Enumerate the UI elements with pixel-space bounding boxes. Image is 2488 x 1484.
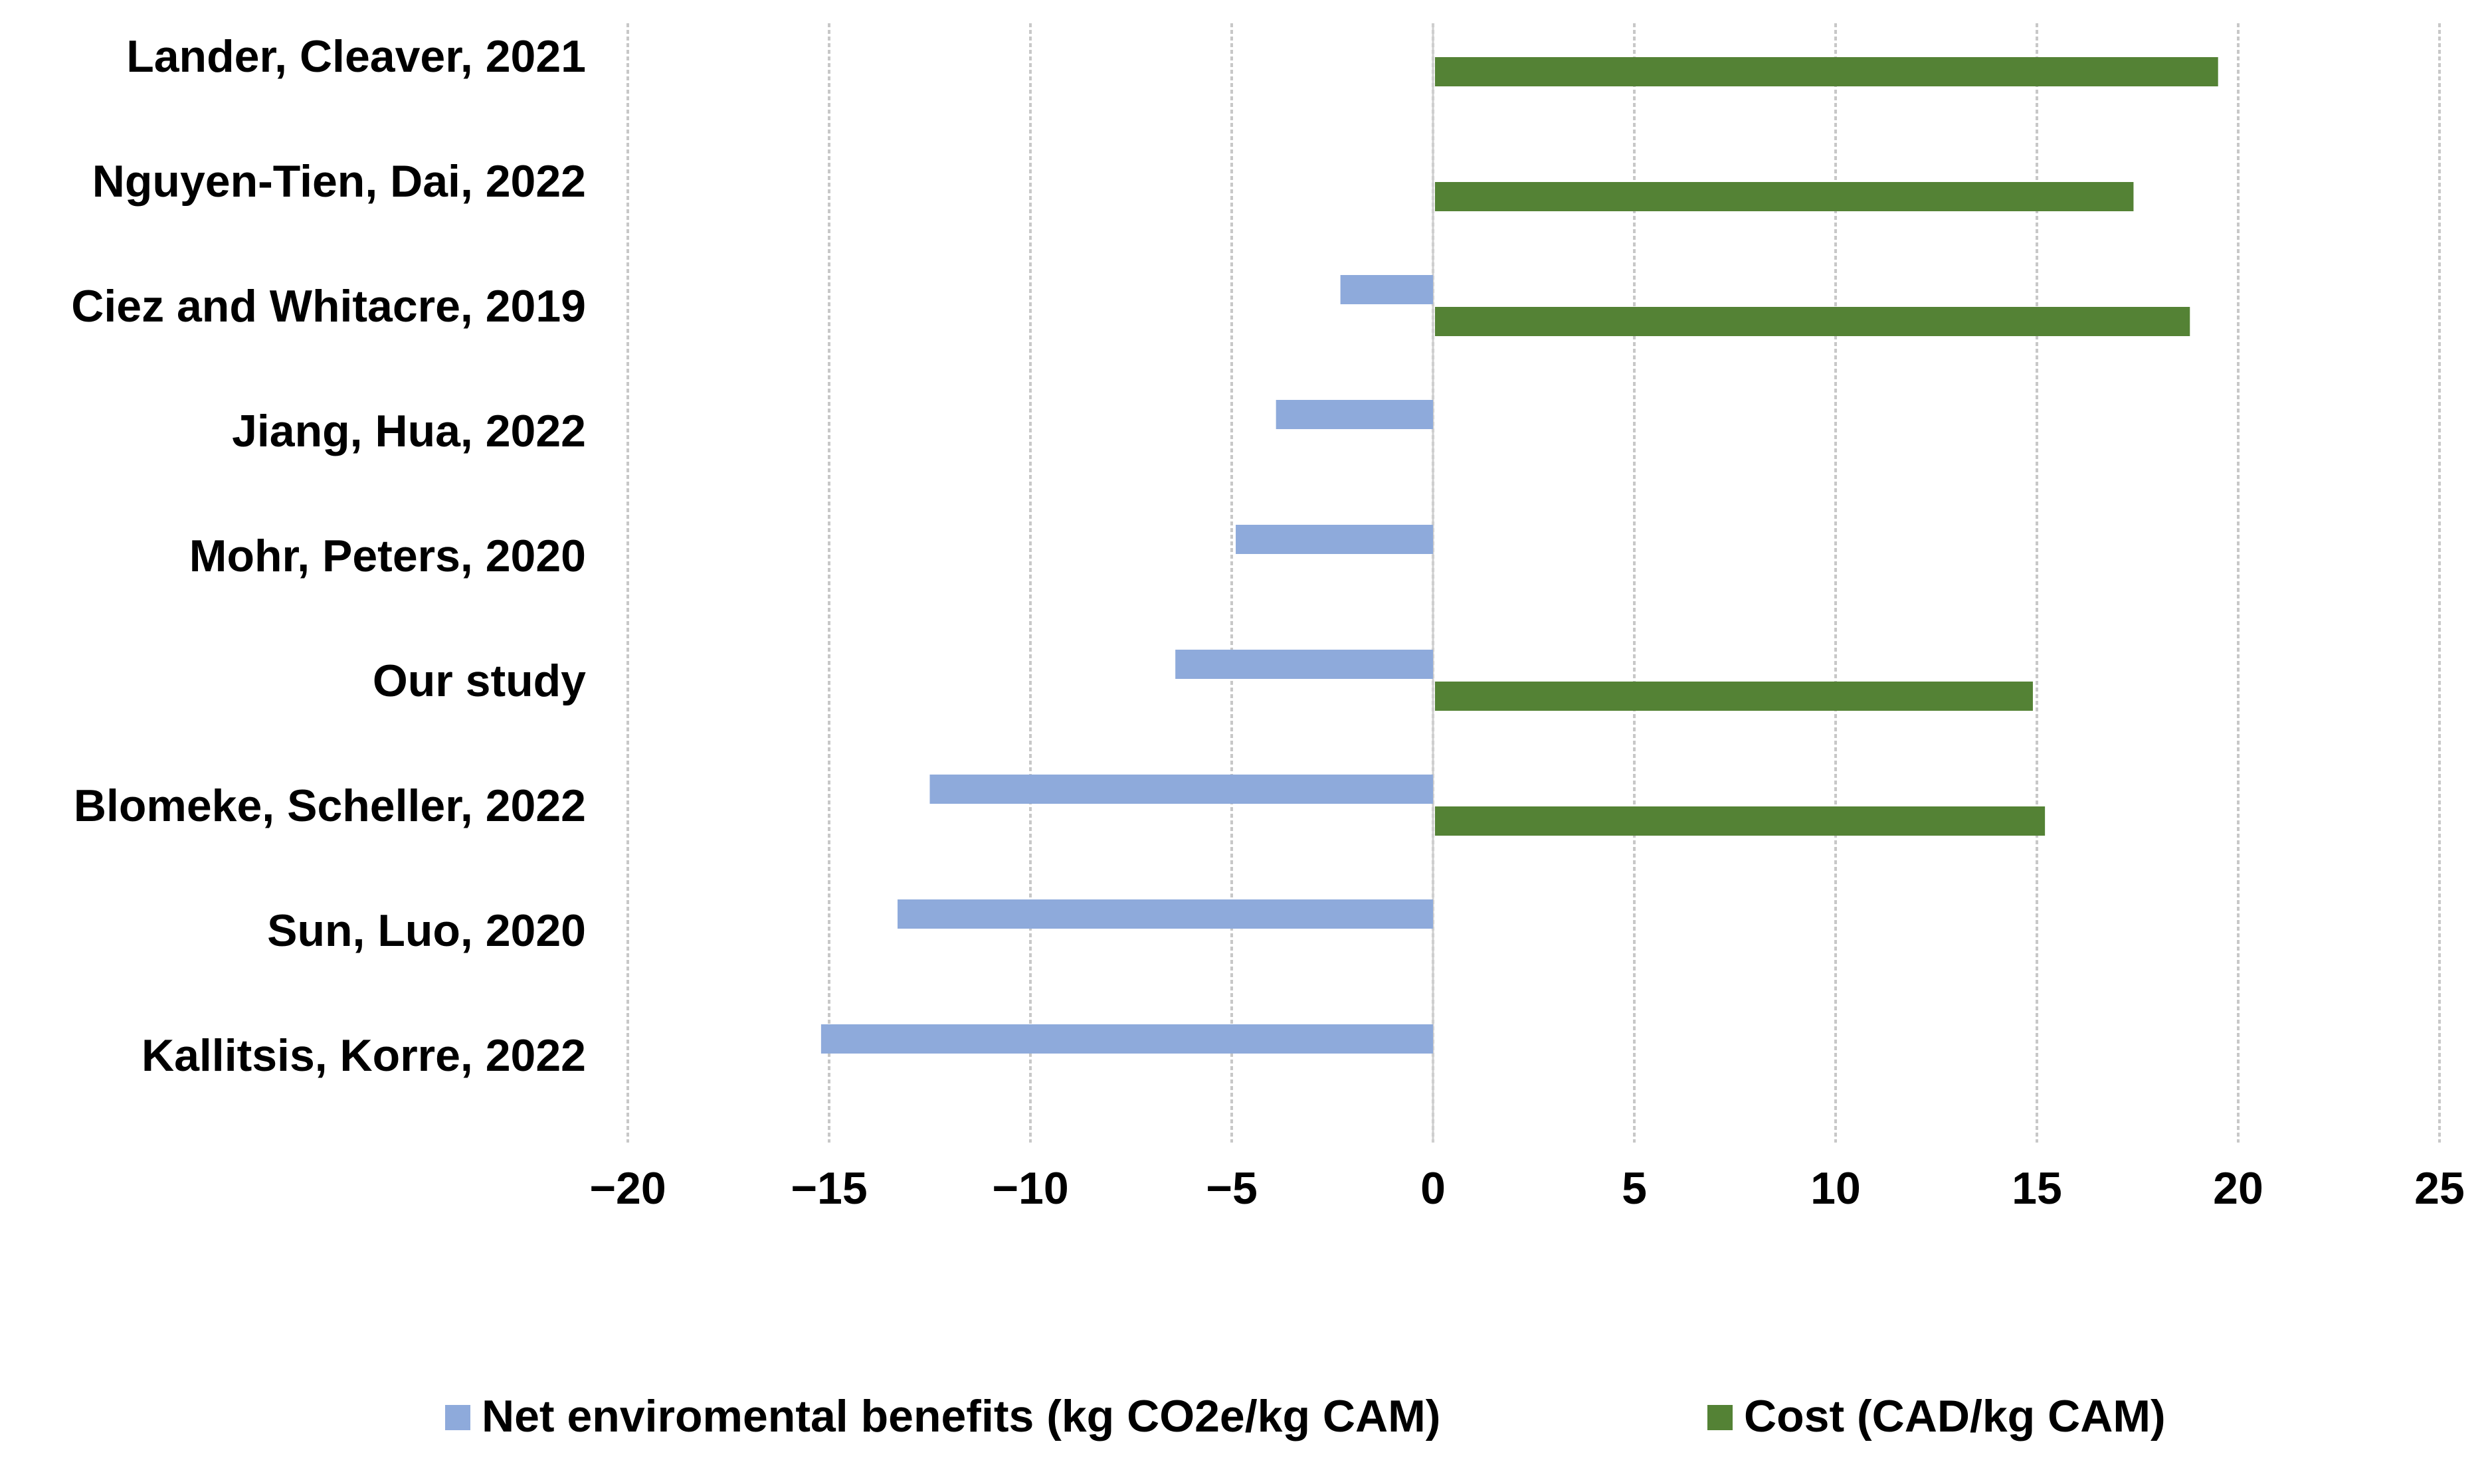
cost-bar (1435, 682, 2033, 711)
cost-bar (1435, 57, 2218, 86)
category-label: Kallitsis, Korre, 2022 (142, 1030, 586, 1081)
category-label: Nguyen-Tien, Dai, 2022 (92, 156, 586, 207)
x-tick-label: −5 (1206, 1163, 1258, 1214)
benefit-bar (898, 899, 1433, 929)
category-label: Ciez and Whitacre, 2019 (71, 281, 586, 331)
category-label: Jiang, Hua, 2022 (232, 406, 586, 456)
x-tick-label: −15 (791, 1163, 867, 1214)
legend-swatch (1707, 1405, 1733, 1430)
x-tick-label: 15 (2012, 1163, 2062, 1214)
x-tick-label: −20 (589, 1163, 666, 1214)
x-tick-label: 25 (2414, 1163, 2465, 1214)
x-tick-label: 5 (1622, 1163, 1647, 1214)
x-tick-label: −10 (992, 1163, 1068, 1214)
benefit-bar (1340, 275, 1433, 304)
legend-label: Cost (CAD/kg CAM) (1744, 1391, 2166, 1441)
x-tick-label: 20 (2213, 1163, 2263, 1214)
category-labels: Lander, Cleaver, 2021 Nguyen-Tien, Dai, 2… (71, 31, 586, 1081)
category-label: Our study (373, 656, 586, 706)
bars (820, 57, 2218, 1054)
cost-bar (1435, 307, 2190, 336)
category-label: Mohr, Peters, 2020 (189, 531, 586, 581)
legend: Net enviromental benefits (kg CO2e/kg CA… (445, 1391, 2166, 1441)
category-label: Blomeke, Scheller, 2022 (74, 781, 586, 831)
benefit-bar (929, 775, 1433, 804)
legend-label: Net enviromental benefits (kg CO2e/kg CA… (482, 1391, 1440, 1441)
x-axis-tick-labels: −20 −15 −10 −5 0 5 10 15 20 25 (589, 1163, 2465, 1214)
benefit-bar (1175, 650, 1433, 679)
benefit-bar (1236, 525, 1433, 554)
legend-swatch (445, 1405, 470, 1430)
cost-bar (1435, 182, 2134, 211)
category-label: Sun, Luo, 2020 (267, 905, 586, 956)
benefit-bar (820, 1024, 1433, 1054)
x-tick-label: 10 (1810, 1163, 1861, 1214)
cost-bar (1435, 806, 2046, 836)
category-label: Lander, Cleaver, 2021 (126, 31, 586, 82)
x-tick-label: 0 (1420, 1163, 1446, 1214)
benefit-bar (1276, 400, 1433, 429)
